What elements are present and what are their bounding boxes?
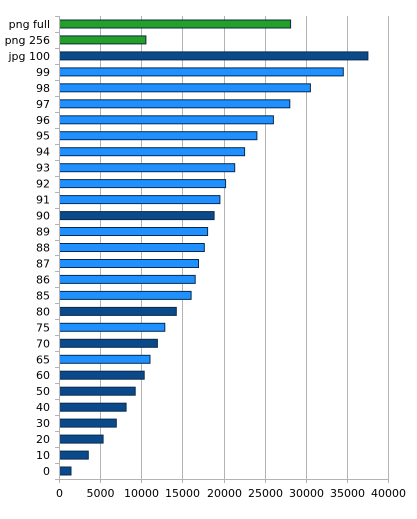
category-label: 97 xyxy=(36,98,50,111)
category-label: 93 xyxy=(36,162,50,175)
bar-91 xyxy=(59,195,221,205)
category-label: 91 xyxy=(36,194,50,207)
category-label: 89 xyxy=(36,226,50,239)
bar-0 xyxy=(59,466,72,476)
category-label: 85 xyxy=(36,289,50,302)
category-label: 65 xyxy=(36,353,50,366)
bar-95 xyxy=(59,131,258,141)
category-label: 50 xyxy=(36,385,50,398)
x-tick-label: 15000 xyxy=(165,487,200,500)
x-tick-label: 25000 xyxy=(248,487,283,500)
x-tick-label: 35000 xyxy=(330,487,365,500)
category-labels: png full png 256 jpg 100 99 98 97 96 95 94 93 92 91… xyxy=(5,18,50,478)
bar-89 xyxy=(59,227,209,236)
axes xyxy=(55,16,388,480)
category-label: png 256 xyxy=(5,34,50,47)
category-label: 95 xyxy=(36,130,50,143)
bar-92 xyxy=(59,179,227,189)
category-label: jpg 100 xyxy=(7,50,50,63)
category-label: 0 xyxy=(43,465,50,478)
category-label: 87 xyxy=(36,258,50,271)
category-label: 70 xyxy=(36,337,50,350)
grid-lines xyxy=(59,16,389,483)
category-label: 92 xyxy=(36,178,50,191)
category-label: 60 xyxy=(36,369,50,382)
category-label: 98 xyxy=(36,82,50,95)
bar-97 xyxy=(59,99,291,109)
x-tick-label: 0 xyxy=(56,487,63,500)
bar-90 xyxy=(59,211,215,221)
bar-86 xyxy=(59,274,196,284)
bar-65 xyxy=(59,354,151,364)
bar-20 xyxy=(59,434,104,444)
bar-70 xyxy=(59,338,158,348)
bars xyxy=(59,19,369,476)
category-label: 10 xyxy=(36,449,50,462)
x-tick-label: 40000 xyxy=(371,487,406,500)
bar-png-full xyxy=(59,19,292,29)
category-label: 86 xyxy=(36,273,50,286)
bar-75 xyxy=(59,322,166,332)
bar-30 xyxy=(59,418,117,428)
bar-80 xyxy=(59,306,177,316)
category-label: 20 xyxy=(36,433,50,446)
bar-88 xyxy=(59,243,205,252)
x-tick-label: 5000 xyxy=(87,487,115,500)
x-tick-label: 30000 xyxy=(289,487,324,500)
category-label: 96 xyxy=(36,114,50,127)
bar-93 xyxy=(59,163,236,173)
category-label: 88 xyxy=(36,242,50,255)
bar-94 xyxy=(59,147,246,157)
category-label: 80 xyxy=(36,305,50,318)
category-label: 99 xyxy=(36,66,50,79)
bar-87 xyxy=(59,259,199,268)
category-label: 94 xyxy=(36,146,50,159)
category-label: 75 xyxy=(36,321,50,334)
category-label: png full xyxy=(9,18,50,31)
bar-96 xyxy=(59,115,274,125)
category-label: 90 xyxy=(36,210,50,223)
x-tick-label: 10000 xyxy=(124,487,159,500)
x-tick-labels: 0 5000 10000 15000 20000 25000 30000 35000 40000 xyxy=(56,487,406,500)
bar-98 xyxy=(59,83,311,93)
bar-50 xyxy=(59,386,136,396)
category-label: 40 xyxy=(36,401,50,414)
x-tick-label: 20000 xyxy=(207,487,242,500)
bar-85 xyxy=(59,290,192,300)
bar-40 xyxy=(59,402,127,412)
bar-99 xyxy=(59,67,344,77)
bar-jpg-100 xyxy=(59,51,369,61)
bar-10 xyxy=(59,450,89,460)
bar-60 xyxy=(59,370,145,380)
category-label: 30 xyxy=(36,417,50,430)
bar-png-256 xyxy=(59,35,147,45)
